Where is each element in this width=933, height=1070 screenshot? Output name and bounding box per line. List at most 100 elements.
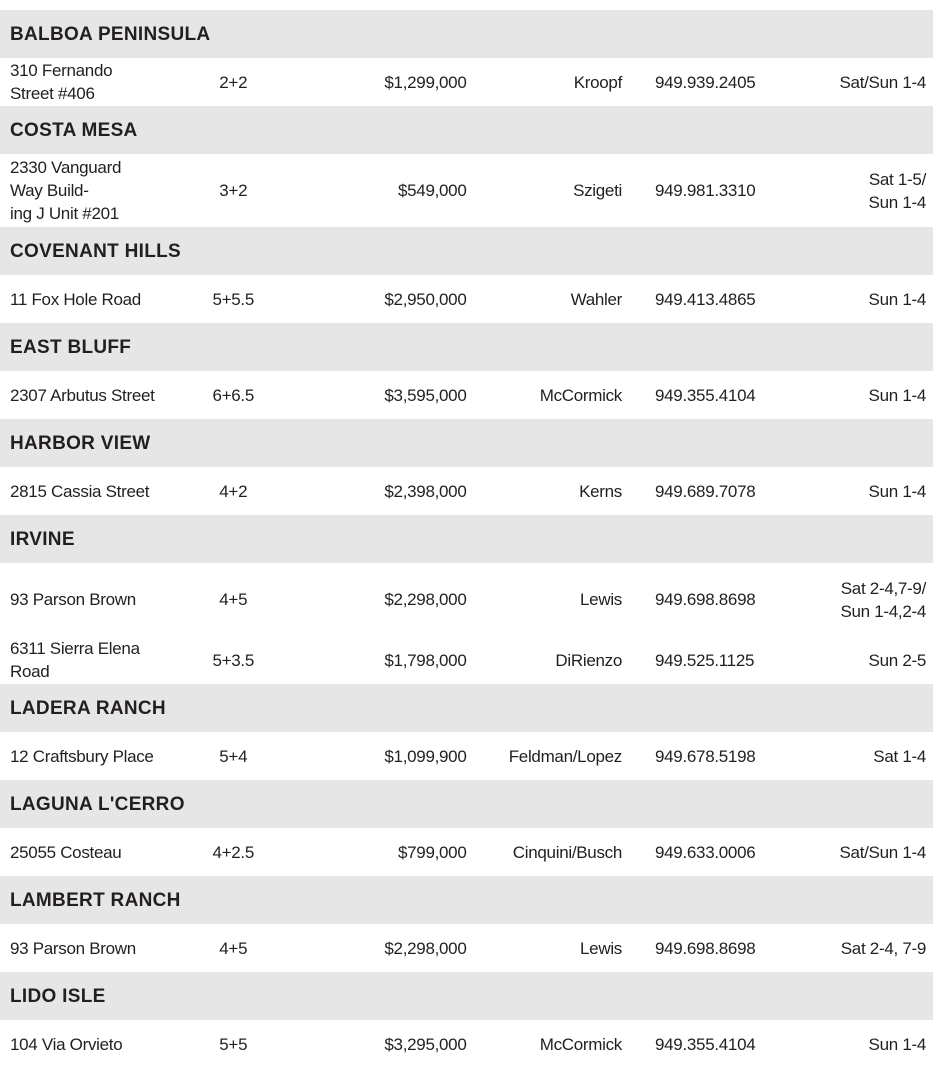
section-name: BALBOA PENINSULA [0, 10, 933, 58]
hours: Sat 2-4,7-9/Sun 1-4,2-4 [778, 563, 933, 636]
section-header-row: EAST BLUFF [0, 323, 933, 371]
beds-baths: 3+2 [219, 181, 248, 200]
phone: 949.355.4104 [655, 385, 756, 405]
hours: Sun 1-4 [778, 467, 933, 515]
address-line: 25055 Costeau [10, 842, 122, 862]
listing-row: 12 Craftsbury Place 5+4 $1,099,900 Feldman/… [0, 732, 933, 780]
beds-baths: 5+5.5 [212, 289, 254, 309]
beds-baths: 5+4 [219, 746, 248, 766]
price: $2,298,000 [384, 938, 467, 958]
phone: 949.355.4104 [655, 1034, 756, 1054]
listing-row: 2307 Arbutus Street 6+6.5 $3,595,000 McCorm… [0, 371, 933, 419]
section-name: LADERA RANCH [0, 684, 933, 732]
beds-baths: 2+2 [219, 72, 248, 92]
hours-line: Sat 1-5/ [868, 169, 926, 189]
hours: Sun 1-4 [778, 1020, 933, 1068]
listing-row: 93 Parson Brown 4+5 $2,298,000 Lewis 949.698… [0, 563, 933, 636]
section-name: COSTA MESA [0, 106, 933, 154]
section-header-row: COSTA MESA [0, 106, 933, 154]
hours-line: Sun 1-4 [868, 385, 927, 405]
address: 2815 Cassia Street [0, 467, 156, 515]
address: 25055 Costeau [0, 828, 156, 876]
phone: 949.525.1125 [655, 650, 755, 670]
hours: Sat 2-4, 7-9 [778, 924, 933, 972]
price: $1,099,900 [384, 746, 467, 766]
address-line: 2307 Arbutus Street [10, 385, 155, 405]
section-name: LAGUNA L'CERRO [0, 780, 933, 828]
address-line: 12 Craftsbury Place [10, 746, 154, 766]
section-header-row: LAGUNA L'CERRO [0, 780, 933, 828]
section-name: LAMBERT RANCH [0, 876, 933, 924]
address: 2330 Vanguard Way Build-ing J Unit #201 [0, 154, 156, 227]
agent: Lewis [580, 938, 622, 958]
agent: Szigeti [573, 181, 622, 200]
listing-row: 104 Via Orvieto 5+5 $3,295,000 McCormick 949… [0, 1020, 933, 1068]
agent: Cinquini/Busch [512, 842, 623, 862]
section-name: HARBOR VIEW [0, 419, 933, 467]
address-line: 6311 Sierra Elena Road [10, 639, 140, 681]
address: 93 Parson Brown [0, 924, 156, 972]
agent: McCormick [539, 1034, 623, 1054]
price: $2,298,000 [384, 590, 467, 609]
agent: Wahler [570, 289, 623, 309]
beds-baths: 4+2.5 [212, 842, 254, 862]
hours-line: Sun 1-4,2-4 [840, 601, 926, 621]
price: $799,000 [397, 842, 467, 862]
hours-line: Sat 2-4, 7-9 [840, 938, 927, 958]
phone: 949.413.4865 [655, 289, 756, 309]
hours-line: Sun 1-4 [868, 192, 927, 212]
phone: 949.698.8698 [655, 938, 756, 958]
listing-row: 2330 Vanguard Way Build-ing J Unit #201 3… [0, 154, 933, 227]
listing-row: 6311 Sierra Elena Road 5+3.5 $1,798,000 DiR… [0, 636, 933, 684]
address-line: 11 Fox Hole Road [10, 289, 141, 309]
address-line: 93 Parson Brown [10, 938, 136, 958]
address-line: 104 Via Orvieto [10, 1034, 123, 1054]
address: 11 Fox Hole Road [0, 275, 156, 323]
price: $3,295,000 [384, 1034, 467, 1054]
hours: Sat/Sun 1-4 [778, 828, 933, 876]
hours: Sat 1-5/Sun 1-4 [778, 154, 933, 227]
listing-row: 93 Parson Brown 4+5 $2,298,000 Lewis 949.698… [0, 924, 933, 972]
address-line: 93 Parson Brown [10, 590, 136, 609]
hours: Sun 1-4 [778, 371, 933, 419]
agent: Kerns [579, 481, 622, 501]
phone: 949.689.7078 [655, 481, 756, 501]
agent: McCormick [539, 385, 623, 405]
hours-line: Sat 1-4 [873, 746, 926, 766]
agent: Feldman/Lopez [508, 746, 623, 766]
listing-row: 2815 Cassia Street 4+2 $2,398,000 Kerns 949.… [0, 467, 933, 515]
address: 93 Parson Brown [0, 563, 156, 636]
price: $1,299,000 [384, 72, 467, 92]
hours-line: Sun 1-4 [868, 289, 927, 309]
open-house-listings: BALBOA PENINSULA 310 Fernando Street #406… [0, 10, 933, 1068]
hours: Sun 1-4 [778, 275, 933, 323]
beds-baths: 4+5 [219, 938, 248, 958]
section-header-row: BALBOA PENINSULA [0, 10, 933, 58]
beds-baths: 4+2 [219, 481, 248, 501]
hours-line: Sat 2-4,7-9/ [840, 578, 927, 598]
address: 2307 Arbutus Street [0, 371, 156, 419]
section-header-row: IRVINE [0, 515, 933, 563]
address-line: 310 Fernando Street #406 [10, 61, 113, 103]
address-line: ing J Unit #201 [10, 204, 119, 223]
listings-table: BALBOA PENINSULA 310 Fernando Street #406… [0, 10, 933, 1068]
listing-row: 310 Fernando Street #406 2+2 $1,299,000 Kro… [0, 58, 933, 106]
hours-line: Sun 1-4 [868, 1034, 927, 1054]
address: 6311 Sierra Elena Road [0, 636, 156, 684]
agent: Lewis [580, 590, 622, 609]
address-line: 2330 Vanguard Way Build- [10, 158, 122, 200]
hours-line: Sun 2-5 [868, 650, 927, 670]
price: $549,000 [397, 181, 467, 200]
hours-line: Sat/Sun 1-4 [839, 72, 927, 92]
section-name: IRVINE [0, 515, 933, 563]
price: $1,798,000 [384, 650, 467, 670]
hours-line: Sat/Sun 1-4 [839, 842, 927, 862]
price: $2,950,000 [384, 289, 467, 309]
address-line: 2815 Cassia Street [10, 481, 150, 501]
listing-row: 25055 Costeau 4+2.5 $799,000 Cinquini/Busch… [0, 828, 933, 876]
agent: DiRienzo [555, 650, 622, 670]
section-header-row: HARBOR VIEW [0, 419, 933, 467]
phone: 949.981.3310 [655, 181, 756, 200]
beds-baths: 5+5 [219, 1034, 248, 1054]
